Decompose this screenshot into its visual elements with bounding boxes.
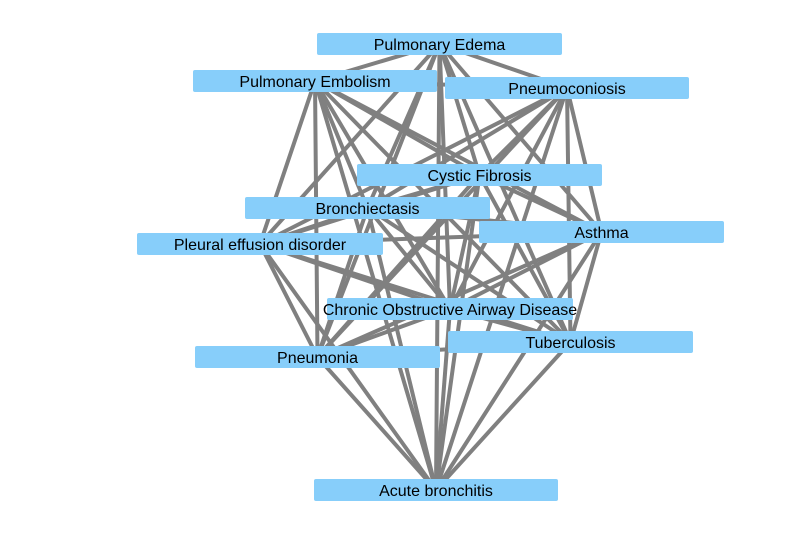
edge-pulmonary-embolism-copd bbox=[313, 79, 452, 311]
node-label: Pulmonary Edema bbox=[374, 37, 506, 54]
node-label: Asthma bbox=[574, 225, 628, 242]
node-pneumoconiosis: Pneumoconiosis bbox=[445, 77, 689, 99]
node-label: Tuberculosis bbox=[525, 335, 615, 352]
node-asthma: Asthma bbox=[479, 221, 724, 243]
node-bronchiectasis: Bronchiectasis bbox=[245, 197, 490, 219]
edge-pulmonary-embolism-asthma bbox=[313, 79, 604, 234]
node-box bbox=[445, 77, 689, 99]
node-cystic-fibrosis: Cystic Fibrosis bbox=[357, 164, 602, 186]
node-pleural-effusion: Pleural effusion disorder bbox=[137, 233, 383, 255]
edge-tuberculosis-acute-bronchitis bbox=[434, 340, 573, 492]
edge-pulmonary-edema-cystic-fibrosis bbox=[437, 42, 482, 177]
node-label: Pneumoconiosis bbox=[508, 81, 625, 98]
edge-pleural-effusion-tuberculosis bbox=[258, 242, 573, 344]
edge-pneumonia-acute-bronchitis bbox=[315, 355, 438, 492]
edge-copd-acute-bronchitis bbox=[434, 307, 452, 492]
node-box bbox=[479, 221, 724, 243]
node-pulmonary-embolism: Pulmonary Embolism bbox=[193, 70, 437, 92]
node-label: Cystic Fibrosis bbox=[427, 168, 531, 185]
node-label: Pneumonia bbox=[277, 350, 358, 367]
edge-pulmonary-embolism-bronchiectasis bbox=[313, 79, 370, 210]
edge-pneumoconiosis-acute-bronchitis bbox=[434, 86, 569, 492]
edge-pleural-effusion-pneumonia bbox=[258, 242, 320, 359]
edge-asthma-pneumonia bbox=[315, 230, 604, 359]
edge-pulmonary-edema-acute-bronchitis bbox=[434, 42, 442, 492]
node-box bbox=[327, 298, 573, 320]
edge-layer bbox=[258, 42, 604, 492]
edge-bronchiectasis-pneumonia bbox=[315, 206, 370, 359]
node-box bbox=[448, 331, 693, 353]
node-acute-bronchitis: Acute bronchitis bbox=[314, 479, 558, 501]
edge-asthma-acute-bronchitis bbox=[434, 230, 604, 492]
node-box bbox=[245, 197, 490, 219]
node-pneumonia: Pneumonia bbox=[195, 346, 440, 368]
node-label: Bronchiectasis bbox=[315, 201, 419, 218]
node-box bbox=[137, 233, 383, 255]
edge-bronchiectasis-copd bbox=[365, 206, 452, 311]
node-layer: Pulmonary Edema Pulmonary Embolism Pneumoc… bbox=[137, 33, 724, 501]
edge-asthma-tuberculosis bbox=[568, 230, 604, 344]
edge-pneumoconiosis-asthma bbox=[565, 86, 604, 234]
node-box bbox=[195, 346, 440, 368]
node-box bbox=[314, 479, 558, 501]
node-label: Pulmonary Embolism bbox=[239, 74, 390, 91]
edge-pneumoconiosis-copd bbox=[448, 86, 569, 311]
node-label: Acute bronchitis bbox=[379, 483, 493, 500]
node-box bbox=[193, 70, 437, 92]
node-box bbox=[357, 164, 602, 186]
node-box bbox=[317, 33, 562, 55]
edge-pneumoconiosis-bronchiectasis bbox=[365, 86, 569, 210]
node-label: Chronic Obstructive Airway Disease bbox=[323, 302, 577, 319]
node-label: Pleural effusion disorder bbox=[174, 237, 347, 254]
node-copd: Chronic Obstructive Airway Disease bbox=[323, 298, 577, 320]
node-tuberculosis: Tuberculosis bbox=[448, 331, 693, 353]
node-pulmonary-edema: Pulmonary Edema bbox=[317, 33, 562, 55]
